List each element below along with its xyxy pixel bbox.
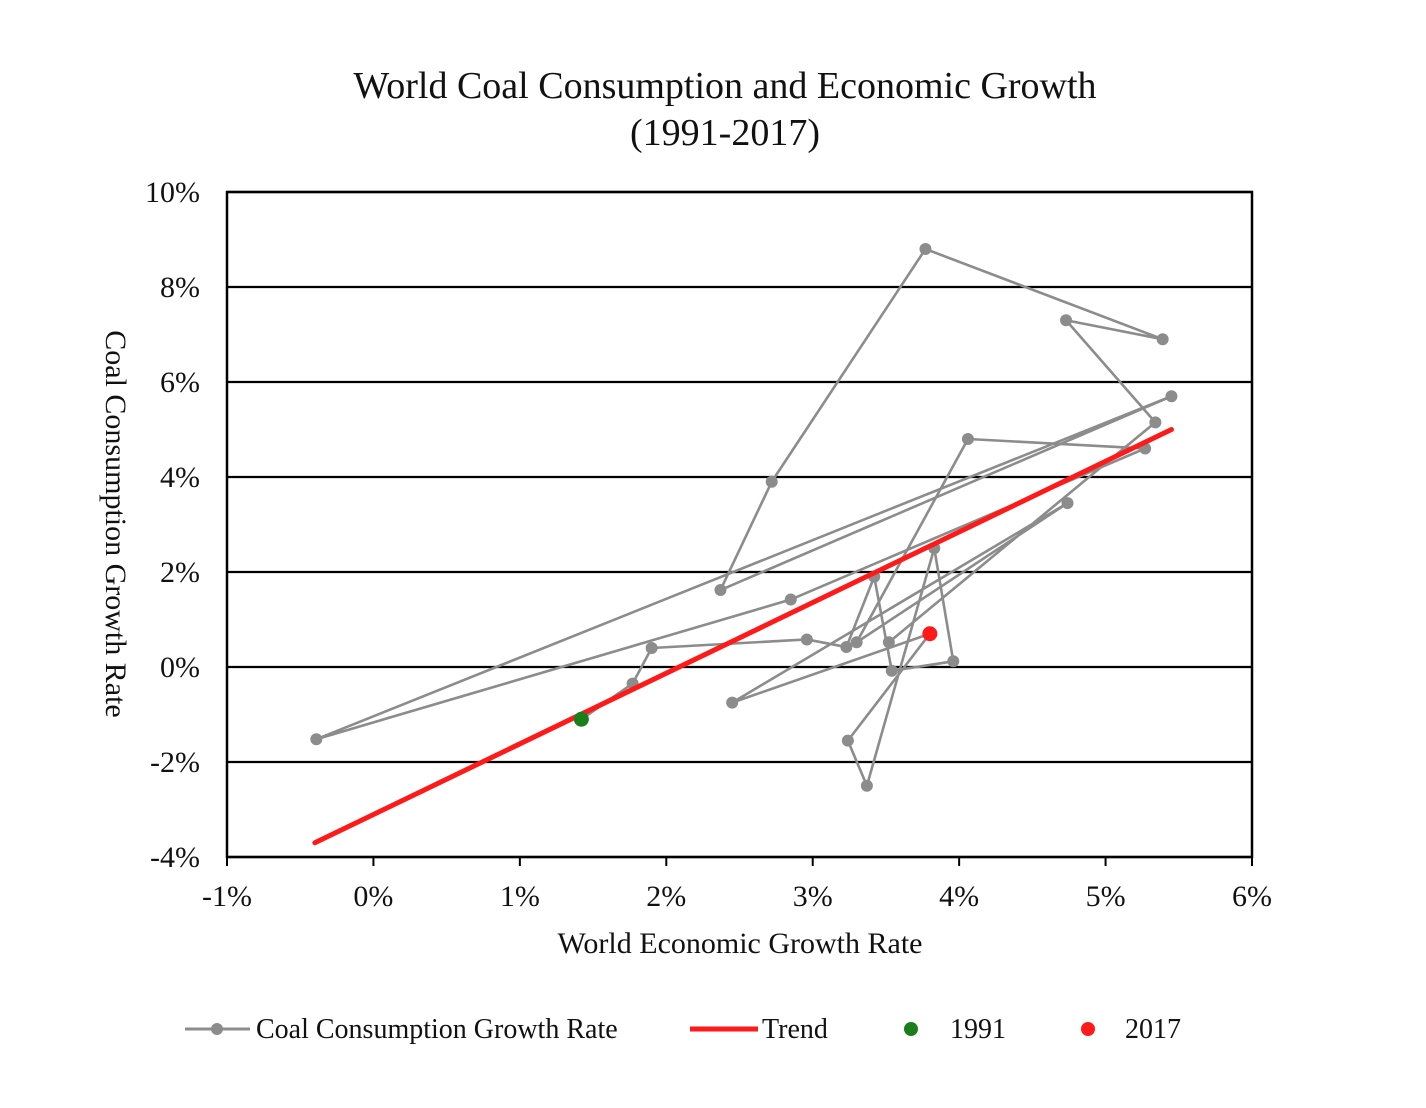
data-point <box>800 633 813 646</box>
x-tick-label: 2% <box>646 880 686 913</box>
legend: Coal Consumption Growth Rate Trend 1991 … <box>185 1014 1181 1045</box>
legend-trend-label: Trend <box>762 1014 828 1045</box>
series-line <box>315 247 1173 788</box>
data-point <box>714 584 727 597</box>
data-point <box>1165 390 1178 403</box>
data-point <box>765 475 778 488</box>
data-point <box>882 636 895 649</box>
x-tick-label: 3% <box>793 880 833 913</box>
legend-2017-marker <box>1081 1022 1095 1036</box>
chart-subtitle: (1991-2017) <box>630 112 820 154</box>
x-tick-label: 5% <box>1086 880 1126 913</box>
legend-series-marker <box>211 1023 223 1035</box>
legend-1991-label: 1991 <box>950 1014 1006 1045</box>
data-point <box>850 636 863 649</box>
y-tick-label: 8% <box>160 271 200 304</box>
y-tick-label: 6% <box>160 366 200 399</box>
y-tick-label: 4% <box>160 461 200 494</box>
data-point <box>885 664 898 677</box>
highlight-layer <box>573 626 938 727</box>
y-axis-ticks: -4% -2% 0% 2% 4% 6% 8% 10% <box>145 176 200 874</box>
data-point <box>919 243 932 255</box>
chart-title: World Coal Consumption and Economic Grow… <box>353 65 1096 107</box>
y-tick-label: 2% <box>160 556 200 589</box>
data-point <box>961 433 974 445</box>
legend-series-label: Coal Consumption Growth Rate <box>256 1014 618 1045</box>
series-layer <box>310 243 1178 792</box>
data-point <box>1149 416 1162 429</box>
x-tick-label: -1% <box>202 880 252 913</box>
data-point <box>1156 333 1169 346</box>
data-point <box>726 696 739 709</box>
data-point <box>1060 314 1073 327</box>
y-axis-label: Coal Consumption Growth Rate <box>99 330 132 717</box>
y-tick-label: 0% <box>160 651 200 684</box>
data-point <box>840 641 853 654</box>
gridlines <box>227 190 1252 859</box>
legend-2017-label: 2017 <box>1125 1014 1181 1045</box>
point-1991 <box>573 711 589 727</box>
data-point <box>784 593 797 606</box>
y-tick-label: 10% <box>145 176 200 209</box>
point-2017 <box>922 626 938 642</box>
x-axis-ticks: -1% 0% 1% 2% 3% 4% 5% 6% <box>202 857 1272 913</box>
x-tick-label: 0% <box>353 880 393 913</box>
data-point <box>947 655 960 668</box>
x-axis-label: World Economic Growth Rate <box>558 927 923 960</box>
plot-area <box>225 190 1254 859</box>
trend-layer <box>312 427 1174 846</box>
y-tick-label: -4% <box>150 841 200 874</box>
data-point <box>645 642 658 654</box>
y-tick-label: -2% <box>150 746 200 779</box>
data-point <box>860 779 873 792</box>
data-point <box>1061 497 1074 510</box>
x-tick-label: 6% <box>1232 880 1272 913</box>
data-point <box>841 734 854 747</box>
data-point <box>310 733 323 746</box>
x-tick-label: 1% <box>500 880 540 913</box>
trend-line <box>312 427 1174 846</box>
legend-1991-marker <box>904 1022 918 1036</box>
x-tick-label: 4% <box>939 880 979 913</box>
